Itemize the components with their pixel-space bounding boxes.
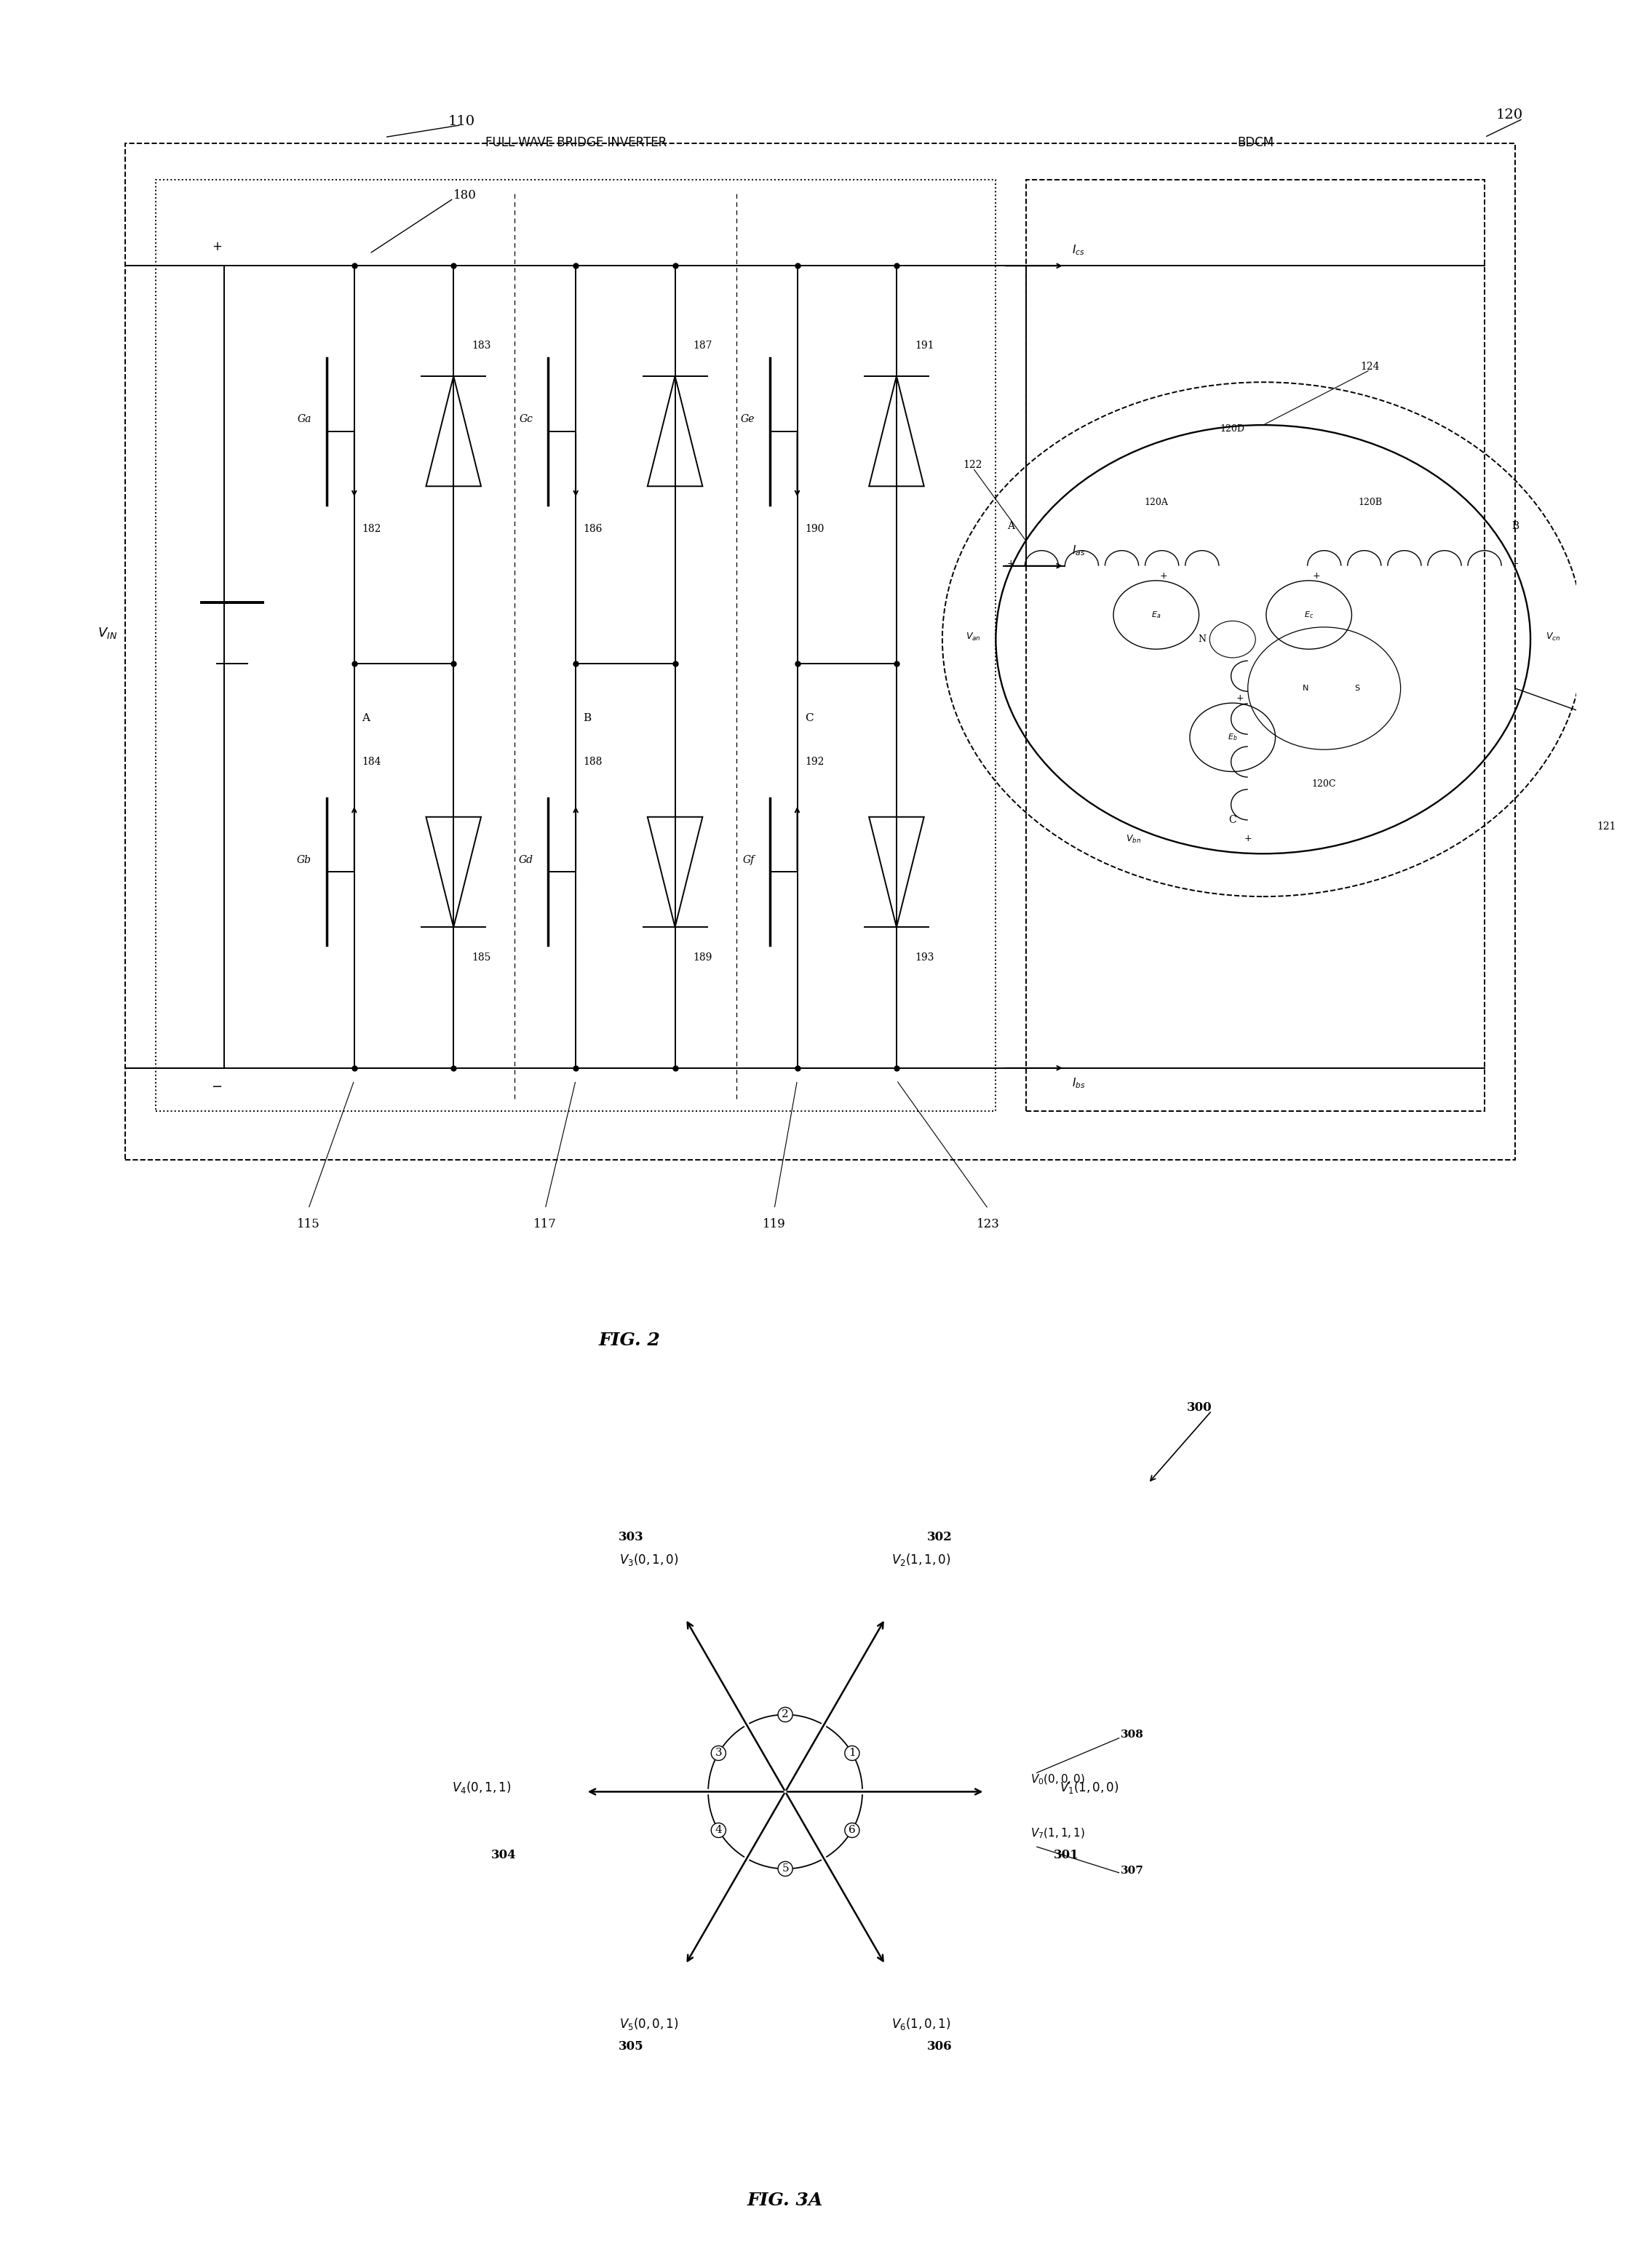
Text: +: + bbox=[1160, 572, 1168, 581]
Text: $V_1(1,0,0)$: $V_1(1,0,0)$ bbox=[1060, 1780, 1120, 1794]
Text: +: + bbox=[1511, 558, 1519, 567]
Text: +: + bbox=[1245, 835, 1251, 844]
Text: FULL-WAVE BRIDGE INVERTER: FULL-WAVE BRIDGE INVERTER bbox=[484, 136, 666, 150]
Text: C: C bbox=[1228, 814, 1237, 826]
Text: Gf: Gf bbox=[743, 855, 754, 864]
Text: 300: 300 bbox=[1186, 1402, 1212, 1413]
Text: $V_7(1,1,1)$: $V_7(1,1,1)$ bbox=[1030, 1828, 1086, 1842]
Text: A: A bbox=[362, 712, 370, 723]
Text: 110: 110 bbox=[447, 116, 474, 127]
Text: 303: 303 bbox=[619, 1531, 644, 1545]
Text: $I_{bs}$: $I_{bs}$ bbox=[1072, 1077, 1086, 1091]
Bar bbox=[156, 179, 996, 1111]
Text: 5: 5 bbox=[782, 1864, 788, 1873]
Text: 6: 6 bbox=[848, 1826, 856, 1835]
Text: $I_{as}$: $I_{as}$ bbox=[1072, 544, 1086, 558]
Text: 189: 189 bbox=[694, 953, 712, 964]
Text: 121: 121 bbox=[1597, 821, 1617, 832]
Text: 3: 3 bbox=[715, 1749, 722, 1758]
Text: BDCM: BDCM bbox=[1237, 136, 1274, 150]
Text: 190: 190 bbox=[804, 524, 824, 535]
Text: 120D: 120D bbox=[1220, 424, 1245, 433]
Text: Gc: Gc bbox=[520, 413, 533, 424]
Text: 304: 304 bbox=[491, 1848, 517, 1862]
Text: 120C: 120C bbox=[1311, 778, 1336, 789]
Text: $V_2(1,1,0)$: $V_2(1,1,0)$ bbox=[892, 1551, 951, 1567]
Text: 191: 191 bbox=[915, 340, 934, 352]
Text: Gb: Gb bbox=[297, 855, 312, 864]
Text: Gd: Gd bbox=[518, 855, 533, 864]
Text: 120: 120 bbox=[1495, 109, 1523, 122]
Text: 117: 117 bbox=[533, 1218, 557, 1229]
Text: FIG. 2: FIG. 2 bbox=[598, 1331, 660, 1349]
Text: 306: 306 bbox=[926, 2039, 952, 2053]
Text: $V_{an}$: $V_{an}$ bbox=[965, 631, 980, 642]
Text: $V_{bn}$: $V_{bn}$ bbox=[1126, 832, 1141, 844]
Bar bbox=[125, 143, 1514, 1159]
Text: $V_{cn}$: $V_{cn}$ bbox=[1545, 631, 1560, 642]
Text: +: + bbox=[1237, 694, 1245, 703]
Text: 183: 183 bbox=[471, 340, 491, 352]
Text: +: + bbox=[1008, 558, 1016, 567]
Text: B: B bbox=[1511, 522, 1519, 531]
Text: 308: 308 bbox=[1121, 1728, 1144, 1740]
Text: 120B: 120B bbox=[1358, 497, 1383, 506]
Text: 186: 186 bbox=[583, 524, 603, 535]
Text: $V_{IN}$: $V_{IN}$ bbox=[97, 626, 117, 640]
Text: Ga: Ga bbox=[297, 413, 312, 424]
Text: 188: 188 bbox=[583, 758, 603, 767]
Text: $V_6(1,0,1)$: $V_6(1,0,1)$ bbox=[892, 2016, 951, 2032]
Text: 307: 307 bbox=[1121, 1864, 1144, 1876]
Text: $I_{cs}$: $I_{cs}$ bbox=[1072, 243, 1086, 256]
Text: 193: 193 bbox=[915, 953, 934, 964]
Text: $E_a$: $E_a$ bbox=[1152, 610, 1160, 619]
Text: S: S bbox=[1355, 685, 1360, 692]
Text: +: + bbox=[211, 240, 223, 254]
Text: 115: 115 bbox=[297, 1218, 320, 1229]
Text: $E_b$: $E_b$ bbox=[1227, 733, 1238, 742]
Text: 119: 119 bbox=[762, 1218, 787, 1229]
Text: A: A bbox=[1008, 522, 1014, 531]
Text: 182: 182 bbox=[362, 524, 382, 535]
Text: Ge: Ge bbox=[741, 413, 754, 424]
Text: 4: 4 bbox=[715, 1826, 722, 1835]
Text: 184: 184 bbox=[362, 758, 382, 767]
Text: N: N bbox=[1198, 635, 1206, 644]
Text: B: B bbox=[583, 712, 591, 723]
Text: +: + bbox=[1313, 572, 1321, 581]
Text: $V_0(0,0,0)$: $V_0(0,0,0)$ bbox=[1030, 1774, 1086, 1787]
Text: $V_4(0,1,1)$: $V_4(0,1,1)$ bbox=[452, 1780, 510, 1794]
Text: 180: 180 bbox=[453, 188, 476, 202]
Text: $E_c$: $E_c$ bbox=[1305, 610, 1313, 619]
Text: 192: 192 bbox=[804, 758, 824, 767]
Text: N: N bbox=[1303, 685, 1310, 692]
Text: 2: 2 bbox=[782, 1710, 788, 1719]
Text: 122: 122 bbox=[964, 460, 983, 469]
Text: 123: 123 bbox=[977, 1218, 999, 1229]
Text: $V_3(0,1,0)$: $V_3(0,1,0)$ bbox=[619, 1551, 679, 1567]
Text: FIG. 3A: FIG. 3A bbox=[748, 2191, 824, 2209]
Text: 301: 301 bbox=[1055, 1848, 1079, 1862]
Text: C: C bbox=[804, 712, 814, 723]
Text: 305: 305 bbox=[619, 2039, 644, 2053]
Text: −: − bbox=[211, 1080, 223, 1093]
Text: 185: 185 bbox=[471, 953, 491, 964]
Text: 1: 1 bbox=[848, 1749, 856, 1758]
Text: $V_5(0,0,1)$: $V_5(0,0,1)$ bbox=[619, 2016, 679, 2032]
Bar bbox=[1027, 179, 1485, 1111]
Text: 124: 124 bbox=[1360, 363, 1380, 372]
Text: 302: 302 bbox=[926, 1531, 952, 1545]
Text: 187: 187 bbox=[694, 340, 713, 352]
Text: 120A: 120A bbox=[1144, 497, 1168, 506]
